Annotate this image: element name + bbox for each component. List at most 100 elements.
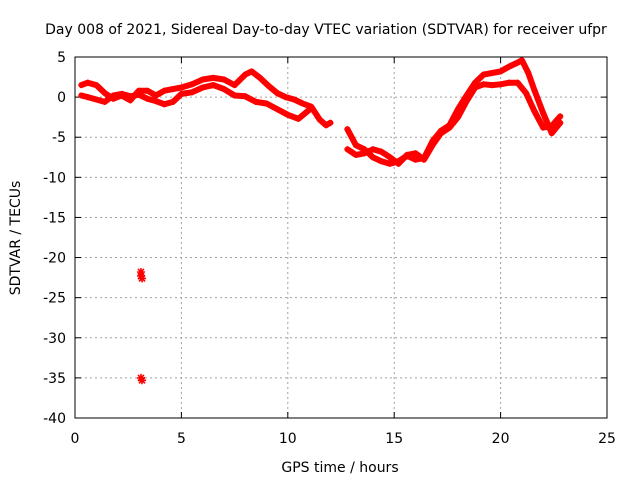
data-point	[306, 106, 313, 113]
data-point	[361, 150, 368, 157]
data-point	[557, 113, 564, 120]
y-axis-ticks: 5 0 -5 -10 -15 -20 -25 -30 -35 -40	[43, 50, 607, 427]
x-axis-label: GPS time / hours	[281, 460, 398, 476]
data-point	[403, 151, 410, 158]
data-point	[525, 70, 532, 77]
data-point	[84, 79, 91, 86]
data-point	[344, 126, 351, 133]
data-point	[352, 151, 359, 158]
data-point	[169, 86, 176, 93]
data-point	[152, 98, 159, 105]
y-axis-label: SDTVAR / TECUs	[8, 181, 24, 296]
data-point	[497, 68, 504, 75]
data-point	[540, 124, 547, 131]
data-point	[531, 87, 538, 94]
y-tick-label: -35	[43, 371, 66, 387]
data-point	[242, 93, 249, 100]
data-point	[395, 160, 402, 167]
data-point	[438, 130, 445, 137]
data-point	[386, 154, 393, 161]
data-point	[295, 115, 302, 122]
data-point	[480, 71, 487, 78]
data-point	[263, 100, 270, 107]
data-point	[523, 90, 530, 97]
data-point	[242, 71, 249, 78]
data-point	[138, 274, 147, 283]
data-point	[210, 82, 217, 89]
data-point	[93, 82, 100, 89]
x-tick-label: 15	[385, 431, 403, 447]
data-point	[101, 98, 108, 105]
data-point	[220, 86, 227, 93]
data-point	[548, 122, 555, 129]
data-point	[299, 100, 306, 107]
data-point	[178, 90, 185, 97]
data-point	[463, 98, 470, 105]
data-point	[136, 267, 145, 276]
data-point	[189, 89, 196, 96]
data-point	[455, 114, 462, 121]
y-tick-label: -5	[52, 130, 66, 146]
data-point	[210, 74, 217, 81]
data-point	[352, 142, 359, 149]
data-point	[178, 84, 185, 91]
data-point	[514, 79, 521, 86]
x-tick-label: 10	[279, 431, 297, 447]
data-point	[135, 91, 142, 98]
data-point	[152, 92, 159, 99]
data-point	[506, 63, 513, 70]
data-point	[118, 90, 125, 97]
data-point	[386, 160, 393, 167]
chart-title: Day 008 of 2021, Sidereal Day-to-day VTE…	[45, 22, 607, 38]
data-point	[412, 156, 419, 163]
y-tick-label: -15	[43, 210, 66, 226]
data-point	[446, 124, 453, 131]
data-point	[378, 148, 385, 155]
x-tick-label: 20	[492, 431, 510, 447]
data-point	[378, 158, 385, 165]
data-point	[93, 96, 100, 103]
data-point	[220, 76, 227, 83]
y-tick-label: -30	[43, 331, 66, 347]
plot-frame	[74, 56, 608, 419]
data-point	[369, 146, 376, 153]
data-point	[169, 98, 176, 105]
data-point	[78, 92, 85, 99]
data-point	[110, 92, 117, 99]
data-point	[274, 90, 281, 97]
data-point	[291, 96, 298, 103]
data-point	[344, 146, 351, 153]
data-point	[144, 95, 151, 102]
grid-layer	[75, 57, 607, 418]
data-point	[161, 87, 168, 94]
y-tick-label: -40	[43, 411, 66, 427]
data-point	[189, 81, 196, 88]
data-point	[420, 156, 427, 163]
data-point	[136, 373, 145, 382]
data-point	[327, 119, 334, 126]
data-point	[252, 98, 259, 105]
data-point	[518, 57, 525, 64]
data-point	[497, 81, 504, 88]
data-point	[514, 59, 521, 66]
data-point	[78, 82, 85, 89]
data-point	[144, 87, 151, 94]
data-point	[548, 130, 555, 137]
data-point	[323, 122, 330, 129]
data-point	[138, 376, 147, 385]
data-point	[199, 76, 206, 83]
y-tick-label: -25	[43, 291, 66, 307]
data-point	[136, 272, 145, 281]
data-point	[257, 74, 264, 81]
x-tick-label: 0	[71, 431, 80, 447]
x-tick-label: 25	[598, 431, 616, 447]
x-tick-label: 5	[177, 431, 186, 447]
series-ufpr-outliers	[136, 267, 147, 385]
data-point	[429, 142, 436, 149]
data-point	[506, 79, 513, 86]
y-tick-label: -20	[43, 251, 66, 267]
data-point	[248, 68, 255, 75]
x-axis-ticks: 0 5 10 15 20 25	[71, 57, 616, 447]
